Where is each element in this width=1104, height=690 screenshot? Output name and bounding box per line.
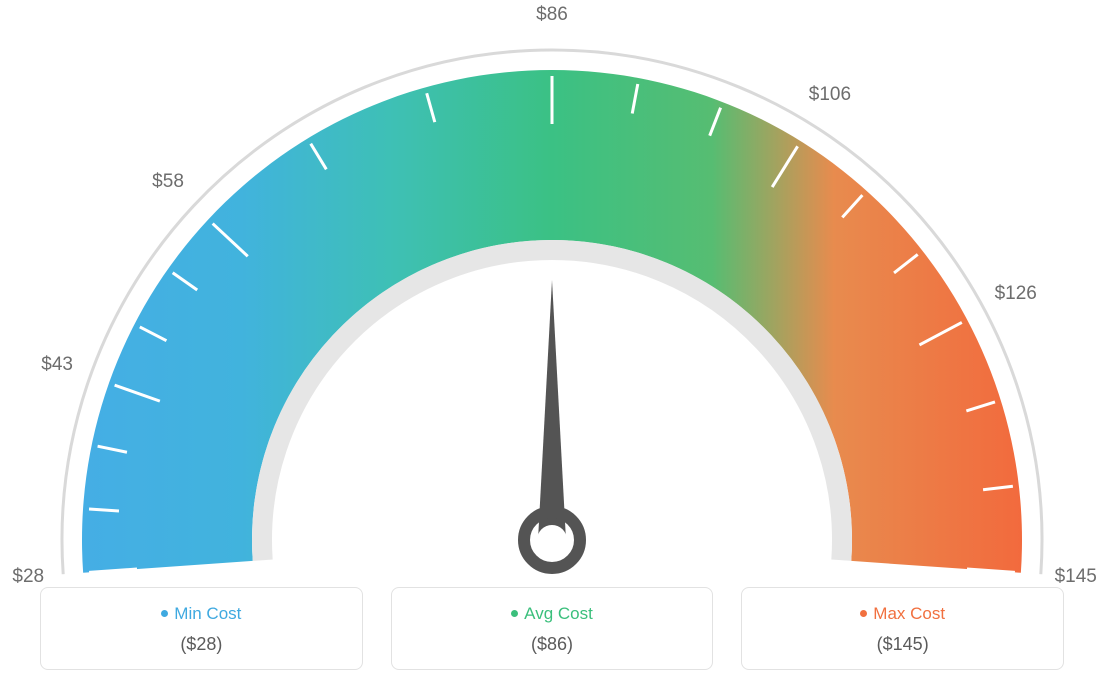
legend-label-avg: Avg Cost [524,604,593,623]
legend-dot-min [161,610,168,617]
legend-title-max: Max Cost [752,604,1053,624]
legend-card-avg: Avg Cost ($86) [391,587,714,670]
gauge-tick-label: $28 [12,566,44,588]
legend-card-min: Min Cost ($28) [40,587,363,670]
gauge-tick [89,509,119,511]
legend-title-min: Min Cost [51,604,352,624]
legend-value-avg: ($86) [402,634,703,655]
legend-label-max: Max Cost [873,604,945,623]
legend-label-min: Min Cost [174,604,241,623]
gauge-tick-label: $106 [809,84,851,106]
gauge-tick-label: $43 [41,354,73,376]
gauge-tick-label: $126 [995,283,1037,305]
gauge-chart: $28$43$58$86$106$126$145 [0,0,1104,560]
legend-dot-avg [511,610,518,617]
gauge-tick-label: $86 [536,4,568,26]
gauge-needle-hub-inner [537,525,567,555]
cost-gauge-container: $28 $43 $58 $86 $106 $126 $145 Min Cost ($28) … [0,0,1104,690]
legend-value-max: ($145) [752,634,1053,655]
gauge-svg [0,0,1104,580]
gauge-tick-label: $145 [1055,566,1097,588]
legend-row: Min Cost ($28) Avg Cost ($86) Max Cost (… [40,587,1064,670]
gauge-needle [538,280,566,540]
legend-card-max: Max Cost ($145) [741,587,1064,670]
legend-dot-max [860,610,867,617]
legend-value-min: ($28) [51,634,352,655]
gauge-tick-label: $58 [152,171,184,193]
legend-title-avg: Avg Cost [402,604,703,624]
